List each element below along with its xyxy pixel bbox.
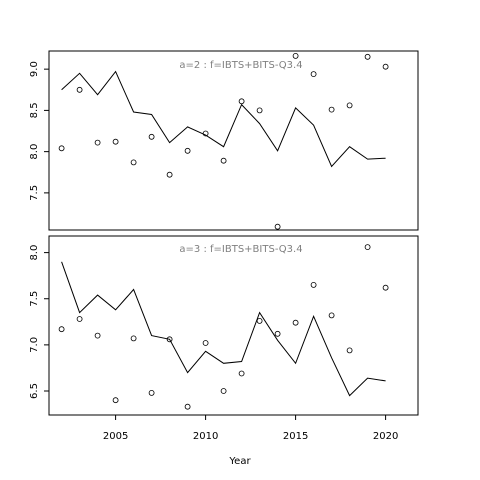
x-axis-label: Year [228, 456, 251, 467]
panel-a3-y-tick-label: 6.5 [29, 383, 40, 399]
panel-a2-data-point [130, 159, 137, 166]
panel-a2-data-point [166, 171, 173, 178]
x-axis: 2005 2010 2015 2020 [103, 414, 398, 442]
panel-a3-data-point [202, 340, 209, 346]
panel-a3-data-point [112, 397, 119, 404]
panel-a2-data-point [274, 223, 281, 230]
panel-a2-data-point [112, 138, 119, 145]
panel-a3-y-tick-label: 7.5 [29, 291, 40, 307]
panel-a3-data-point [310, 281, 317, 288]
panel-a2-y-tick-label: 9.0 [29, 61, 40, 77]
panel-a2-data-point [310, 71, 317, 77]
panel-a3-data-point [220, 388, 227, 394]
panel-a3-data-point [256, 317, 263, 324]
panel-a3-data-point [130, 335, 137, 342]
panel-a2-data-point [382, 63, 389, 70]
panel-a3-data-point [292, 319, 299, 326]
panel-a3-y-tick-label: 8.0 [29, 245, 40, 261]
x-tick-label: 2020 [373, 431, 398, 442]
panel-a3-data-point [184, 403, 191, 410]
panel-a2-data-point [256, 107, 263, 114]
panel-a2-data-point [148, 133, 155, 140]
panel-a3-data-point [328, 312, 335, 319]
x-tick-label: 2005 [103, 431, 128, 442]
panel-a2-y-tick-label: 7.5 [29, 185, 40, 201]
panel-a2-title: a=2 : f=IBTS+BITS-Q3.4 [179, 60, 302, 71]
panel-a3-title: a=3 : f=IBTS+BITS-Q3.4 [179, 244, 302, 255]
panel-a2-data-point [220, 157, 227, 164]
panel-a2-y-tick-label: 8.0 [29, 144, 40, 160]
panel-a3-data-point [238, 370, 245, 377]
x-tick-label: 2010 [193, 431, 218, 442]
panel-a3-data-point [274, 330, 281, 337]
panel-a3-data-point [148, 389, 155, 396]
panel-a3-data-point [94, 332, 101, 339]
panel-a2-data-point [364, 53, 371, 60]
panel-a2: a=2 : f=IBTS+BITS-Q3.4 7.5 8.0 8.5 9.0 [29, 50, 419, 231]
panel-a3-data-point [76, 316, 83, 322]
panel-a3-data-point [58, 326, 65, 333]
panel-a2-frame [48, 50, 419, 231]
panel-a2-data-point [184, 147, 191, 154]
panel-a2-data-point [292, 53, 299, 59]
panel-a2-y-tick-label: 8.5 [29, 102, 40, 118]
panel-a3-data-point [346, 347, 353, 354]
panel-a2-data-point [328, 106, 335, 113]
panel-a2-data-point [202, 130, 209, 137]
panel-a2-data-point [58, 145, 65, 152]
panel-a3-y-tick-label: 7.0 [29, 337, 40, 353]
x-tick-label: 2015 [283, 431, 308, 442]
panel-a2-data-point [346, 102, 353, 109]
panel-a2-data-point [238, 98, 245, 105]
panel-a3-data-point [364, 244, 371, 251]
panel-a3-data-point [382, 284, 389, 291]
panel-a3-data-point [166, 336, 173, 343]
panel-a2-series-line [61, 70, 386, 168]
panel-a2-data-point [76, 86, 83, 93]
panel-a3-series-line [61, 261, 386, 397]
panel-a2-data-point [94, 139, 101, 146]
